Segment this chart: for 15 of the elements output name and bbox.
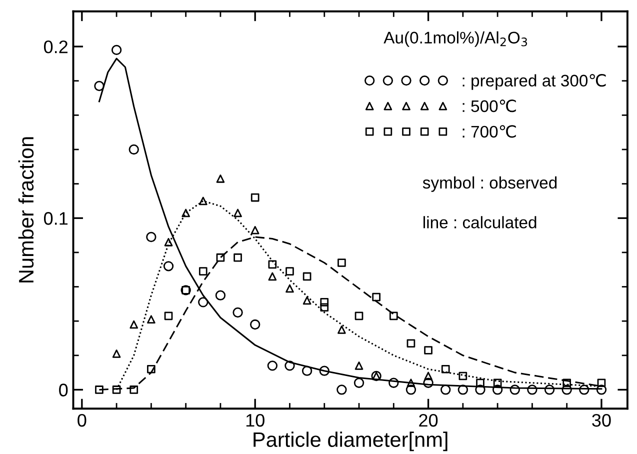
x-tick-label: 30 xyxy=(592,414,611,427)
y-tick-label: 0 xyxy=(59,384,68,396)
y-axis-title: Number fraction xyxy=(18,137,34,282)
legend-label: : 500℃ xyxy=(462,100,516,112)
y-tick-label: 0.1 xyxy=(44,212,68,225)
x-tick-label: 0 xyxy=(78,414,86,427)
annotation: line : calculated xyxy=(424,216,536,228)
annotation: Au(0.1mol%)/Al$_{2}$O$_{3}$ xyxy=(384,31,528,47)
y-tick-label: 0.2 xyxy=(44,40,68,54)
x-tick-label: 20 xyxy=(419,414,438,427)
legend-label: : prepared at 300℃ xyxy=(462,74,606,90)
legend-label: : 700℃ xyxy=(462,125,516,138)
annotation: symbol : observed xyxy=(422,176,557,192)
x-axis-title: Particle diameter[nm] xyxy=(254,432,448,452)
x-tick-label: 10 xyxy=(246,414,264,427)
